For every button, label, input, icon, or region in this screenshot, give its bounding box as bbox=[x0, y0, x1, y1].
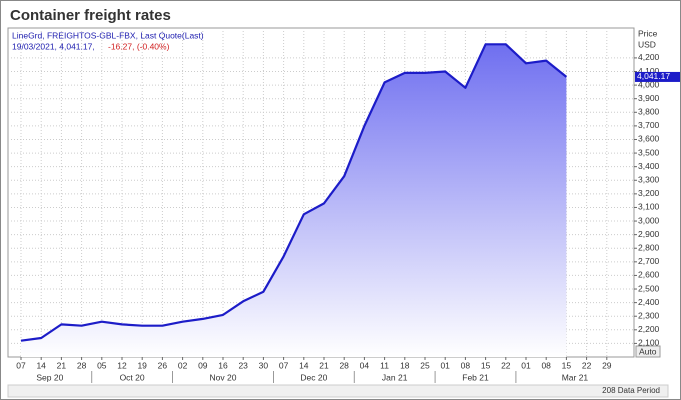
line bbox=[20, 43, 568, 342]
footer-bar bbox=[7, 384, 669, 398]
x-tick-label: 07 bbox=[279, 360, 289, 370]
x-tick-label: 21 bbox=[319, 360, 329, 370]
y-axis-unit: USD bbox=[638, 39, 656, 49]
legend-change: -16.27, (-0.40%) bbox=[108, 41, 170, 51]
x-tick-label: 14 bbox=[299, 360, 309, 370]
y-tick-label: 3,200 bbox=[638, 188, 660, 198]
chart-title: Container freight rates bbox=[10, 7, 171, 24]
y-tick-label: 3,500 bbox=[638, 147, 660, 157]
x-tick-label: 08 bbox=[461, 360, 471, 370]
y-tick-label: 2,200 bbox=[638, 324, 660, 334]
y-tick-label: 2,100 bbox=[638, 338, 660, 348]
month-label: Nov 20 bbox=[210, 372, 237, 382]
month-label: Jan 21 bbox=[382, 372, 408, 382]
month-label: Sep 20 bbox=[36, 372, 63, 382]
current-price-label: 4,041.17 bbox=[637, 71, 670, 81]
x-tick-label: 28 bbox=[339, 360, 349, 370]
y-tick-label: 2,300 bbox=[638, 310, 660, 320]
x-tick-label: 23 bbox=[238, 360, 248, 370]
x-tick-label: 05 bbox=[97, 360, 107, 370]
auto-button[interactable] bbox=[635, 345, 661, 358]
y-tick-label: 3,100 bbox=[638, 202, 660, 212]
month-label: Oct 20 bbox=[120, 372, 145, 382]
x-tick-label: 18 bbox=[400, 360, 410, 370]
x-tick-label: 01 bbox=[440, 360, 450, 370]
x-tick-label: 16 bbox=[218, 360, 228, 370]
month-label: Dec 20 bbox=[300, 372, 327, 382]
y-tick-label: 3,300 bbox=[638, 175, 660, 185]
x-tick-label: 21 bbox=[57, 360, 67, 370]
y-axis-title: Price bbox=[638, 28, 658, 38]
month-label: Mar 21 bbox=[562, 372, 589, 382]
y-tick-label: 4,000 bbox=[638, 79, 660, 89]
y-tick-label: 3,000 bbox=[638, 215, 660, 225]
current-price-box bbox=[635, 71, 680, 82]
y-tick-label: 2,400 bbox=[638, 297, 660, 307]
legend-line: LineGrd, FREIGHTOS-GBL-FBX, Last Quote(L… bbox=[12, 30, 204, 40]
x-tick-label: 08 bbox=[541, 360, 551, 370]
x-tick-label: 28 bbox=[77, 360, 87, 370]
legend-quote: 19/03/2021, 4,041.17, bbox=[12, 41, 95, 51]
y-tick-label: 2,500 bbox=[638, 283, 660, 293]
y-tick-label: 4,200 bbox=[638, 52, 660, 62]
x-tick-label: 15 bbox=[562, 360, 572, 370]
x-tick-label: 14 bbox=[36, 360, 46, 370]
y-tick-label: 3,700 bbox=[638, 120, 660, 130]
x-tick-label: 30 bbox=[259, 360, 269, 370]
x-tick-label: 07 bbox=[16, 360, 26, 370]
x-tick-label: 25 bbox=[420, 360, 430, 370]
y-tick-label: 3,900 bbox=[638, 93, 660, 103]
area bbox=[21, 44, 567, 358]
x-tick-label: 26 bbox=[158, 360, 168, 370]
x-tick-label: 29 bbox=[602, 360, 612, 370]
y-tick-label: 2,800 bbox=[638, 242, 660, 252]
y-tick-label: 3,600 bbox=[638, 134, 660, 144]
data-period: 208 Data Period bbox=[602, 386, 660, 395]
x-tick-label: 12 bbox=[117, 360, 127, 370]
x-tick-label: 02 bbox=[178, 360, 188, 370]
y-tick-label: 2,600 bbox=[638, 270, 660, 280]
x-tick-label: 09 bbox=[198, 360, 208, 370]
y-tick-label: 4,100 bbox=[638, 66, 660, 76]
x-tick-label: 19 bbox=[137, 360, 147, 370]
x-tick-label: 11 bbox=[380, 360, 389, 370]
auto-label: Auto bbox=[639, 346, 657, 356]
x-tick-label: 04 bbox=[360, 360, 370, 370]
y-tick-label: 3,800 bbox=[638, 107, 660, 117]
x-tick-label: 22 bbox=[501, 360, 511, 370]
month-label: Feb 21 bbox=[462, 372, 489, 382]
y-tick-label: 2,900 bbox=[638, 229, 660, 239]
y-tick-label: 3,400 bbox=[638, 161, 660, 171]
x-tick-label: 15 bbox=[481, 360, 491, 370]
x-tick-label: 22 bbox=[582, 360, 592, 370]
x-tick-label: 01 bbox=[521, 360, 531, 370]
y-tick-label: 2,700 bbox=[638, 256, 660, 266]
